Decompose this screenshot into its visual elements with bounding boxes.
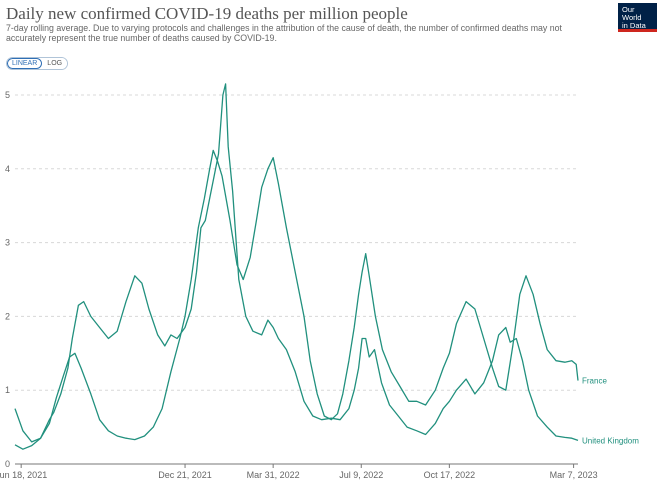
y-tick-label: 4 [5, 164, 10, 174]
logo-line-1: Our World [622, 5, 642, 22]
y-tick-label: 0 [5, 459, 10, 469]
series-line-france [14, 149, 579, 443]
y-tick-label: 1 [5, 385, 10, 395]
logo-line-2: in Data [622, 21, 646, 30]
y-tick-label: 5 [5, 90, 10, 100]
x-tick-label: Jul 9, 2022 [339, 470, 383, 480]
series-label: United Kingdom [582, 436, 639, 445]
series-label: France [582, 377, 607, 386]
x-tick-label: Mar 31, 2022 [247, 470, 300, 480]
series-line-united-kingdom [14, 83, 579, 450]
x-tick-label: Mar 7, 2023 [550, 470, 598, 480]
x-tick-label: Dec 21, 2021 [158, 470, 212, 480]
linear-scale-button[interactable]: LINEAR [7, 58, 43, 69]
x-tick-label: Jun 18, 2021 [0, 470, 47, 480]
y-tick-label: 2 [5, 311, 10, 321]
chart-title: Daily new confirmed COVID-19 deaths per … [6, 4, 408, 23]
scale-toggle: LINEAR LOG [6, 57, 69, 70]
chart-subtitle: 7-day rolling average. Due to varying pr… [6, 23, 563, 43]
x-tick-label: Oct 17, 2022 [424, 470, 476, 480]
y-tick-label: 3 [5, 238, 10, 248]
owid-logo[interactable]: Our World in Data [618, 3, 657, 32]
log-scale-button[interactable]: LOG [42, 58, 68, 69]
